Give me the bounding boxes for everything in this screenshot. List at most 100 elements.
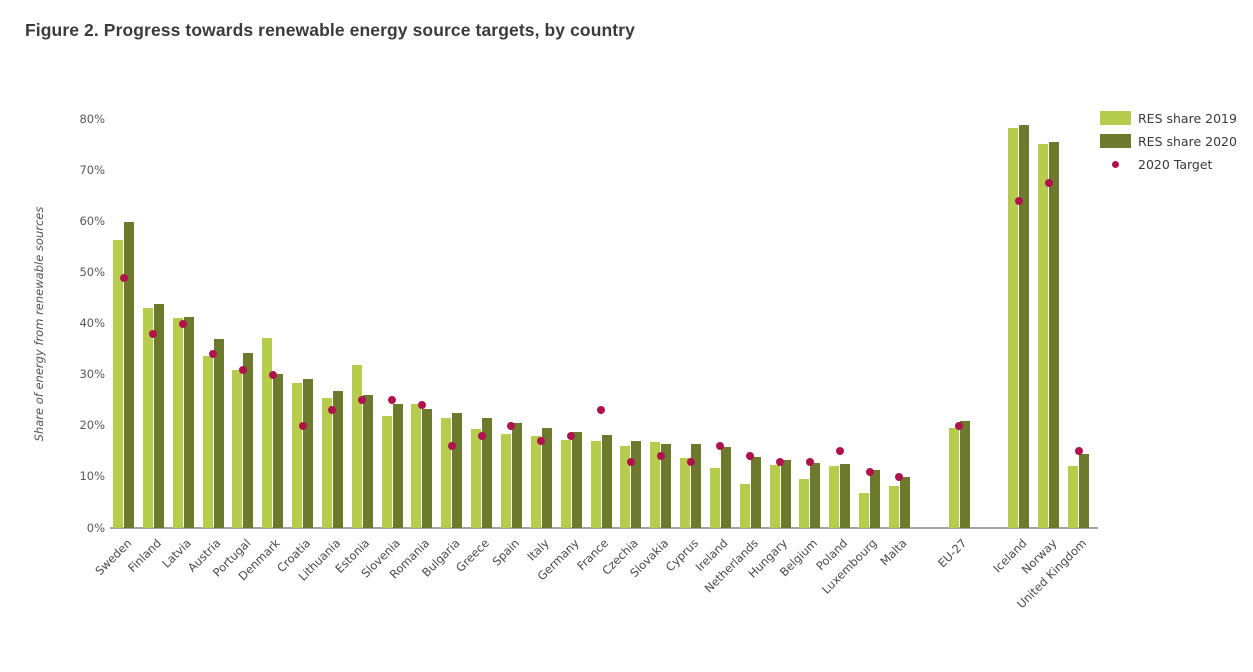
target-dot [179, 319, 188, 328]
target-dot [626, 457, 635, 466]
target-dot [209, 350, 218, 359]
y-axis-tick: 50% [79, 264, 105, 279]
res-share-2019-bar [948, 428, 959, 528]
bar-group: Czechia [600, 119, 642, 578]
bar-group: Belgium [777, 119, 821, 579]
legend-target-dot-icon [1112, 160, 1119, 168]
res-share-2019-bar [471, 428, 482, 528]
y-axis-tick: 70% [79, 162, 105, 177]
target-dot [955, 421, 964, 430]
target-dot [776, 457, 785, 466]
target-dot [328, 406, 337, 415]
res-share-2020-bar [780, 460, 791, 528]
bar-group: Norway [1018, 119, 1060, 577]
target-dot [1044, 178, 1053, 187]
bar-group: Hungary [746, 119, 791, 581]
plot-area: Sweden Finland Latvia Austria Portugal Denmar… [92, 119, 1098, 611]
legend-item-res-share-2019[interactable]: RES share 2019 [1100, 110, 1237, 126]
bar-group: Germany [534, 119, 582, 583]
bar-group: Malta [877, 119, 910, 568]
res-share-2019-bar [321, 397, 332, 528]
res-share-2020-bar [631, 440, 642, 528]
target-dot [716, 442, 725, 451]
x-axis-line [110, 527, 1098, 529]
legend-item-res-share-2020[interactable]: RES share 2020 [1100, 134, 1237, 149]
bar-group: Austria [185, 119, 224, 575]
target-dot [447, 442, 456, 451]
res-share-2019-bar [829, 466, 840, 528]
bar-group: Sweden [92, 119, 134, 578]
res-share-2019-bar [680, 458, 691, 528]
x-axis-label: Malta [877, 536, 910, 569]
res-share-2019-bar [351, 365, 362, 528]
res-share-2020-bar [303, 378, 314, 528]
res-share-2019-bar [590, 440, 601, 528]
res-share-2020-bar [362, 394, 373, 528]
res-share-2019-bar [172, 318, 183, 528]
bar-group: Lithuania [295, 119, 343, 584]
res-share-2019-bar [381, 416, 392, 528]
legend: RES share 2019 RES share 2020 2020 Targe… [1100, 111, 1237, 180]
bar-group: Bulgaria [419, 119, 463, 580]
bar-group: Romania [387, 119, 433, 581]
res-share-2019-bar [650, 442, 661, 528]
res-share-2019-bar [441, 418, 452, 528]
res-share-2019-bar [202, 356, 213, 528]
res-share-2020-bar [601, 435, 612, 528]
res-share-2020-bar [810, 463, 821, 528]
target-dot [805, 457, 814, 466]
y-axis-tick: 20% [79, 418, 105, 433]
target-dot [597, 406, 605, 415]
bar-group: Denmark [236, 119, 284, 583]
bar-group: Slovakia [627, 119, 672, 580]
bar-group: Finland [125, 119, 164, 575]
res-share-2020-bar [750, 456, 761, 528]
target-dot [537, 437, 546, 446]
target-dot [746, 452, 755, 461]
bar-group: Spain [489, 119, 522, 569]
res-share-2019-bar [530, 436, 541, 528]
bar-group: Portugal [210, 119, 254, 580]
bar-group: Estonia [333, 119, 373, 576]
res-share-2020-bar [124, 222, 134, 528]
target-dot [835, 447, 844, 456]
res-share-2019-bar [1008, 127, 1019, 528]
legend-item-2020-target[interactable]: 2020 Target [1100, 157, 1237, 172]
figure-title: Figure 2. Progress towards renewable ene… [25, 20, 635, 40]
res-share-2020-bar [720, 446, 731, 528]
res-share-2020-bar [422, 409, 433, 528]
x-axis-label: EU-27 [935, 536, 970, 571]
bar-group: Croatia [274, 119, 314, 575]
res-share-2019-bar [709, 467, 720, 528]
group-separator [978, 527, 1008, 528]
y-axis-tick: 40% [79, 316, 105, 330]
res-share-2019-bar [739, 483, 750, 528]
bar-group: Luxembourg [819, 119, 881, 597]
target-dot [238, 365, 247, 374]
bar-group: Ireland [693, 119, 731, 574]
x-axis-label: Cyprus [662, 536, 701, 575]
res-share-2019-bar [411, 404, 422, 528]
res-share-2020-bar [213, 338, 224, 528]
bar-group: Poland [813, 119, 851, 573]
target-dot [656, 452, 665, 461]
bar-group: Cyprus [663, 119, 702, 574]
res-share-2020-bar [691, 443, 702, 528]
bar-group: EU-27 [935, 119, 970, 570]
res-share-2020-bar [392, 403, 403, 528]
y-axis-tick: 0% [86, 520, 105, 535]
y-axis-tick: 60% [79, 213, 105, 228]
y-axis-tick: 30% [79, 367, 105, 382]
res-share-2020-bar [243, 352, 254, 528]
target-dot [417, 401, 426, 410]
res-share-2019-bar [620, 445, 631, 528]
res-share-2020-bar [840, 464, 851, 528]
res-share-2019-bar [1038, 143, 1049, 528]
res-share-2019-bar [232, 369, 243, 528]
legend-label: RES share 2019 [1138, 110, 1237, 126]
res-share-2020-bar [482, 417, 493, 528]
res-share-2019-bar [859, 493, 870, 528]
res-share-2020-bar [899, 477, 910, 528]
res-share-2020-bar [332, 390, 343, 528]
